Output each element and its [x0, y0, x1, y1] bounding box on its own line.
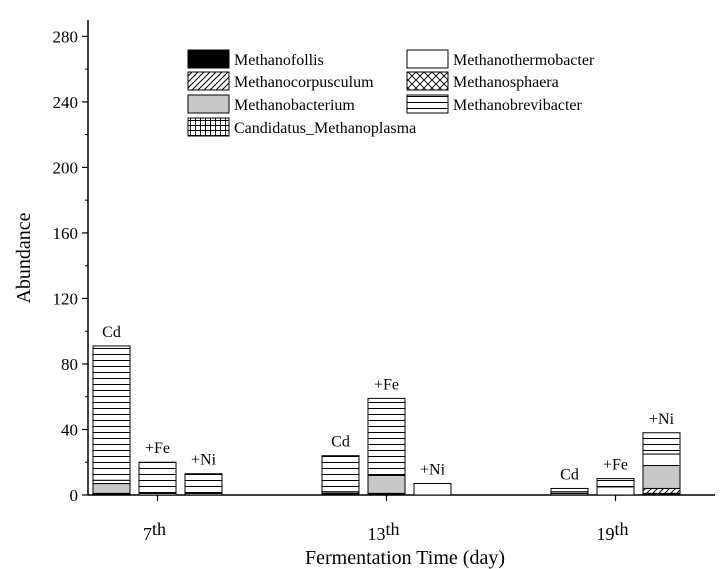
y-tick-label: 240 — [53, 93, 79, 112]
bar-label: +Fe — [374, 376, 399, 393]
bar-label: Cd — [331, 434, 350, 451]
bar-label: +Ni — [420, 462, 446, 479]
bar-label: +Fe — [603, 457, 628, 474]
x-tick-label: 19th — [596, 519, 628, 544]
bar-label: Cd — [102, 324, 121, 341]
bar-segment — [92, 483, 131, 494]
legend-swatch — [187, 49, 230, 69]
legend-label: Methanosphaera — [453, 74, 559, 91]
legend-label: Methanothermobacter — [453, 52, 595, 69]
bar-segment — [321, 455, 360, 493]
legend-label: Methanobrevibacter — [453, 97, 583, 114]
y-tick-label: 200 — [53, 158, 79, 177]
bar-label: +Ni — [191, 452, 217, 469]
y-tick-label: 280 — [53, 27, 79, 46]
y-tick-label: 160 — [53, 224, 79, 243]
y-axis-label: Abundance — [13, 212, 35, 303]
legend-label: Methanofollis — [234, 52, 324, 69]
bar-segment — [642, 453, 681, 467]
x-tick-label: 13th — [367, 519, 399, 544]
x-axis-label: Fermentation Time (day) — [305, 547, 505, 569]
bar-segment — [642, 487, 681, 494]
legend-swatch — [406, 49, 449, 69]
bar-segment — [550, 487, 589, 493]
bar-segment — [642, 432, 681, 455]
legend-swatch — [406, 94, 449, 114]
bar-segment — [184, 473, 223, 494]
legend-swatch — [406, 71, 449, 91]
bar-label: Cd — [560, 466, 579, 483]
legend-swatch — [187, 71, 230, 91]
y-tick-label: 40 — [61, 420, 78, 439]
bar-segment — [596, 486, 635, 496]
legend-label: Methanobacterium — [234, 97, 355, 114]
legend-swatch — [187, 117, 230, 137]
x-ticks: 7th 13th 19th — [143, 495, 629, 544]
bar-labels: Cd +Fe +Ni Cd +Fe +Ni Cd +Fe +Ni — [102, 324, 674, 484]
bar-label: +Fe — [145, 440, 170, 457]
bar-segment — [367, 397, 406, 476]
bar-segment — [367, 474, 406, 494]
legend-swatch — [187, 94, 230, 114]
bar-segment — [642, 465, 681, 489]
bar-segment — [138, 461, 177, 494]
bar-segment — [92, 345, 131, 481]
y-ticks: 0 40 80 120 160 200 240 280 — [53, 27, 88, 505]
bar-label: +Ni — [649, 411, 675, 428]
legend: Methanofollis Methanocorpusculum Methanoba… — [187, 49, 595, 137]
bar-segment — [413, 483, 452, 496]
y-tick-label: 80 — [61, 355, 78, 374]
y-tick-label: 0 — [70, 486, 79, 505]
legend-label: Methanocorpusculum — [234, 74, 374, 91]
legend-label: Candidatus_Methanoplasma — [234, 120, 416, 137]
x-tick-label: 7th — [143, 519, 166, 544]
y-tick-label: 120 — [53, 289, 79, 308]
bars — [92, 345, 681, 496]
bar-segment — [596, 478, 635, 488]
